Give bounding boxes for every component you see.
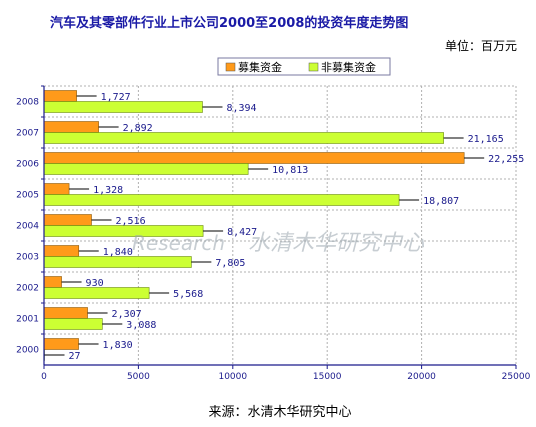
y-tick-label: 2000 (16, 346, 39, 356)
data-label-series1: 2,516 (116, 216, 146, 227)
legend-swatch-series2 (308, 62, 319, 72)
y-tick-label: 2007 (16, 129, 39, 139)
data-label-series1: 1,328 (93, 185, 123, 196)
source-label: 来源：水清木华研究中心 (208, 405, 351, 420)
y-tick-label: 2001 (16, 315, 39, 325)
data-label-series2: 10,813 (272, 165, 308, 176)
data-label-series1: 1,830 (103, 340, 133, 351)
y-tick-label: 2005 (16, 191, 39, 201)
bar-series2 (43, 194, 400, 206)
bar-series2 (43, 163, 249, 175)
bar-series2 (43, 101, 203, 113)
bar-series2 (43, 256, 192, 268)
bar-series1 (43, 214, 92, 226)
bar-series1 (43, 121, 99, 133)
y-tick-label: 2008 (16, 98, 39, 108)
data-label-series1: 2,307 (112, 309, 142, 320)
chart-title: 汽车及其零部件行业上市公司2000至2008的投资年度走势图 (50, 15, 408, 31)
bar-series1 (43, 90, 77, 102)
bar-series1 (43, 245, 80, 257)
x-tick-label: 15000 (313, 372, 342, 382)
y-tick-label: 2002 (16, 284, 39, 294)
bar-series1 (43, 338, 79, 350)
data-label-series2: 7,805 (215, 258, 245, 269)
legend-frame (217, 57, 391, 76)
data-label-series1: 22,255 (488, 154, 524, 165)
bar-series1 (43, 152, 465, 164)
legend-label-series1: 募集资金 (238, 60, 282, 74)
data-label-series2: 27 (69, 351, 81, 362)
watermark-text: 水清木华研究中心 (248, 231, 425, 256)
data-label-series1: 1,840 (103, 247, 133, 258)
bar-series2 (43, 132, 444, 144)
legend-label-series2: 非募集资金 (321, 60, 376, 74)
data-label-series1: 2,892 (123, 123, 153, 134)
watermark-logo-text: Research (132, 231, 225, 255)
unit-label: 单位：百万元 (445, 38, 517, 53)
bars: 1,727 8,394 2,892 21,165 22,255 10,813 1,328 18… (43, 90, 524, 362)
data-label-series2: 3,088 (126, 320, 156, 331)
y-tick-label: 2004 (16, 222, 39, 232)
data-label-series2: 8,427 (227, 227, 257, 238)
x-tick-label: 5000 (127, 372, 150, 382)
bar-series1 (43, 276, 62, 288)
bar-series1 (43, 183, 70, 195)
data-label-series1: 1,727 (101, 92, 131, 103)
plot-frame (43, 85, 517, 366)
data-label-series2: 18,807 (423, 196, 459, 207)
data-label-series2: 8,394 (226, 103, 256, 114)
bar-series1 (43, 307, 88, 319)
y-tick-label: 2006 (16, 160, 39, 170)
data-label-series2: 21,165 (468, 134, 504, 145)
bar-series2 (43, 318, 103, 330)
bar-series2 (43, 287, 150, 299)
x-tick-label: 0 (41, 372, 47, 382)
legend-swatch-series1 (225, 62, 236, 72)
data-label-series1: 930 (86, 278, 104, 289)
legend: 募集资金 非募集资金 (217, 57, 391, 76)
data-label-series2: 5,568 (173, 289, 203, 300)
x-tick-label: 25000 (502, 372, 531, 382)
y-tick-label: 2003 (16, 253, 39, 263)
grid (43, 85, 517, 366)
x-tick-label: 20000 (407, 372, 436, 382)
watermark: Research 水清木华研究中心 (132, 231, 425, 256)
x-tick-label: 10000 (218, 372, 247, 382)
